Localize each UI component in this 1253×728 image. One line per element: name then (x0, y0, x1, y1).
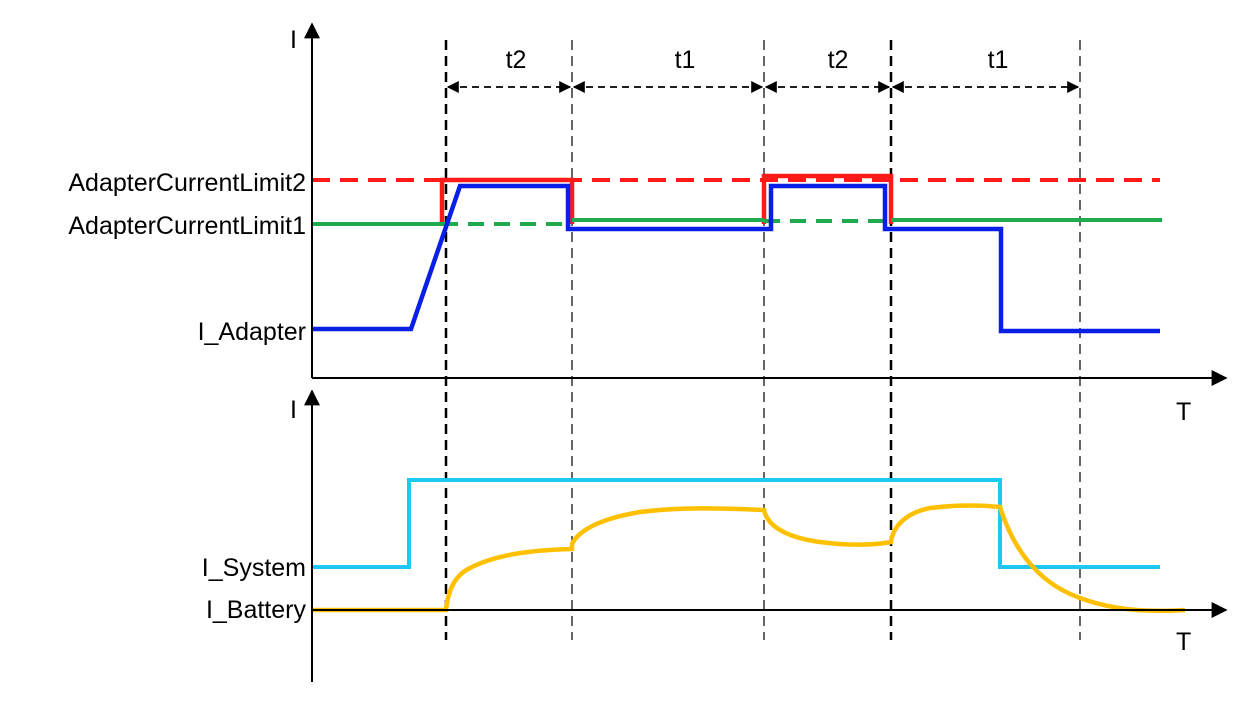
i-battery-label: I_Battery (206, 596, 307, 624)
upper-y-axis-label: I (290, 26, 297, 54)
interval-label-2: t1 (675, 46, 696, 74)
i-system-label: I_System (202, 554, 306, 582)
i-adapter-label: I_Adapter (198, 318, 306, 346)
lower-axes (304, 389, 1228, 682)
lower-x-axis-label: T (1176, 628, 1191, 656)
i-system-trace (312, 478, 1160, 569)
i-adapter-trace (312, 183, 1160, 334)
interval-labels: t2 t1 t2 t1 (506, 46, 1009, 74)
upper-axes (304, 22, 1228, 386)
i-battery-trace (312, 503, 1186, 614)
interval-label-1: t2 (506, 46, 527, 74)
adapter-limit1-label: AdapterCurrentLimit1 (68, 212, 306, 240)
interval-label-4: t1 (988, 46, 1009, 74)
adapter-limit2-pulse-2 (761, 173, 894, 224)
adapter-limit2-pulse-1 (439, 177, 575, 224)
upper-x-axis-label: T (1176, 398, 1191, 426)
adapter-limit2-label: AdapterCurrentLimit2 (68, 169, 306, 197)
lower-y-axis-label: I (290, 396, 297, 424)
adapter-limit1-trace (312, 218, 1162, 226)
adapter-limit2-trace (312, 173, 1160, 224)
interval-label-3: t2 (828, 46, 849, 74)
